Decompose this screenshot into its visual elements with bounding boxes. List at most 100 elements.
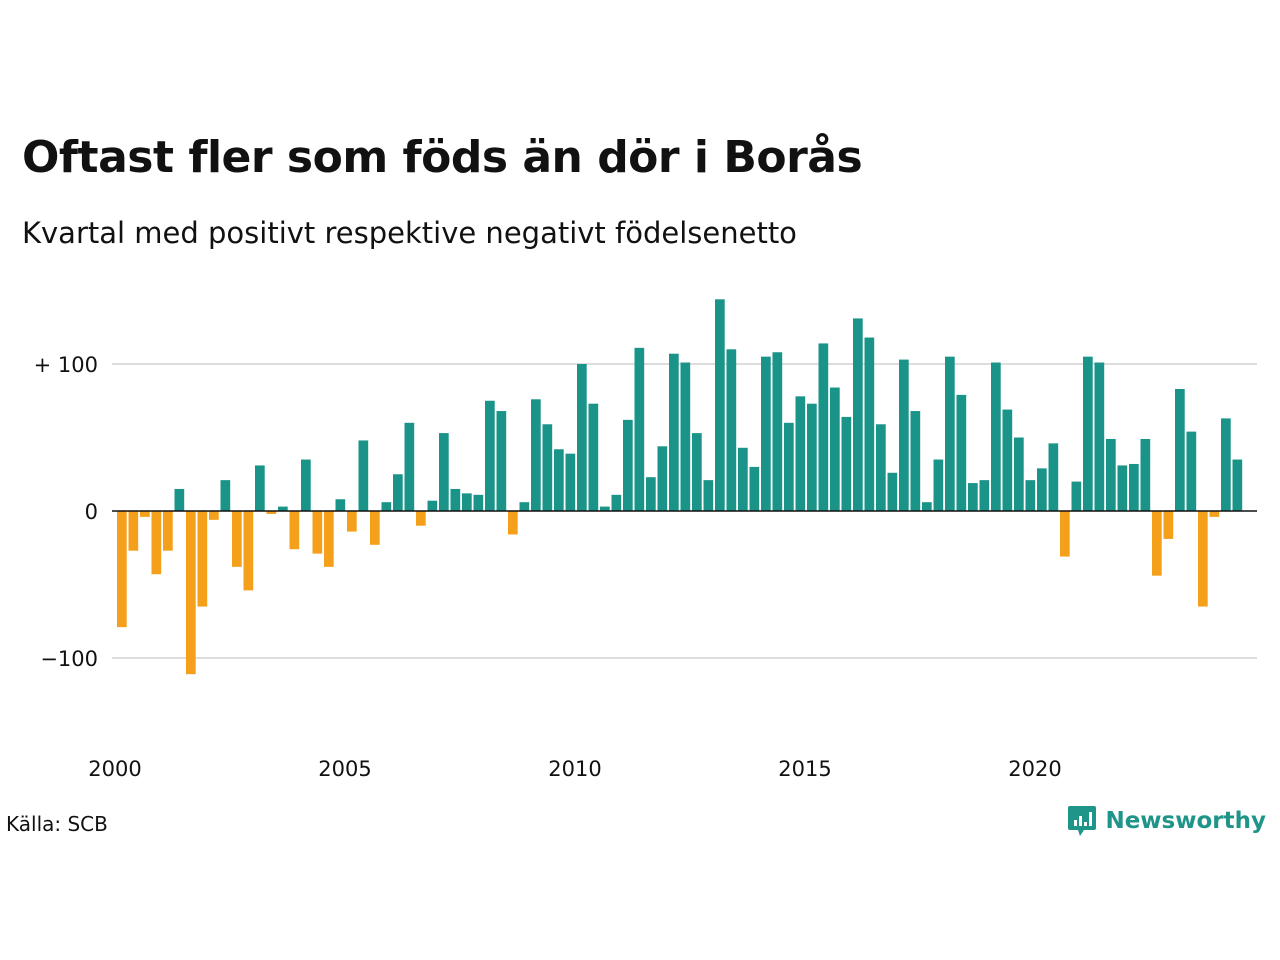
bar [186, 511, 196, 675]
bar [646, 477, 656, 511]
bar [197, 511, 208, 607]
bar [864, 337, 875, 511]
x-tick-label: 2020 [1008, 757, 1061, 781]
bar [1129, 463, 1139, 511]
bar [692, 433, 702, 511]
bar [991, 362, 1001, 511]
bar [611, 494, 622, 511]
x-axis-ticks: 2000 2005 2010 2015 2020 [88, 757, 1061, 781]
bar [1209, 511, 1220, 517]
bar [657, 446, 668, 511]
bar [1060, 511, 1070, 557]
bar [289, 511, 300, 550]
bar-chart: + 100 0 −100 2000 2005 2010 2015 2020 [34, 299, 1257, 781]
bar [726, 349, 737, 511]
bar [128, 511, 139, 551]
bar [1037, 468, 1047, 511]
bar [956, 394, 967, 511]
bar [243, 511, 254, 591]
bar [1232, 459, 1243, 511]
y-axis-ticks: + 100 0 −100 [34, 353, 98, 671]
bar [1002, 409, 1013, 511]
brand-name: Newsworthy [1105, 808, 1266, 834]
bar [830, 387, 840, 511]
bar [1106, 438, 1116, 511]
bar [1140, 438, 1151, 511]
source-note: Källa: SCB [6, 812, 108, 836]
chart-title: Oftast fler som föds än dör i Borås [22, 132, 863, 183]
bar [1117, 465, 1128, 511]
bar [151, 511, 162, 575]
bar [680, 362, 691, 511]
bar [749, 466, 760, 511]
bar [588, 403, 599, 511]
bar [1163, 511, 1174, 539]
bar [899, 359, 909, 511]
bars [117, 299, 1243, 675]
bar [968, 483, 978, 511]
bar [163, 511, 173, 551]
bar [519, 502, 530, 511]
x-tick-label: 2000 [88, 757, 141, 781]
chart-subtitle: Kvartal med positivt respektive negativt… [22, 216, 797, 250]
bar [772, 352, 783, 511]
bar [312, 511, 323, 554]
bar [381, 502, 392, 511]
bar [209, 511, 219, 520]
bar [370, 511, 380, 545]
bar [324, 511, 334, 567]
bar [278, 506, 288, 511]
bar [623, 419, 633, 511]
bar [1025, 480, 1036, 511]
bar [600, 506, 610, 511]
bar [554, 449, 564, 511]
bar [232, 511, 242, 567]
bar [450, 488, 461, 511]
bar [301, 459, 311, 511]
bar [140, 511, 150, 517]
bar [887, 472, 898, 511]
x-tick-label: 2005 [318, 757, 371, 781]
bar [1014, 437, 1024, 511]
bar [266, 511, 277, 514]
bar [1048, 443, 1059, 511]
bar [979, 480, 990, 511]
bar [439, 433, 449, 511]
bar [496, 411, 507, 511]
bar [117, 511, 127, 628]
bar [784, 422, 794, 511]
bar [1071, 481, 1082, 511]
bar [876, 424, 886, 511]
bar [738, 447, 748, 511]
bar [1152, 511, 1162, 576]
bar [1175, 388, 1185, 511]
bar [703, 480, 714, 511]
bar [255, 465, 265, 511]
brand-logo: Newsworthy [1067, 804, 1266, 838]
bar [715, 299, 725, 511]
bar [565, 453, 576, 511]
y-tick-label: −100 [40, 647, 98, 671]
bar [347, 511, 357, 532]
bar [841, 416, 852, 511]
bar [335, 499, 346, 511]
bar [910, 411, 921, 511]
bar [1221, 418, 1231, 511]
bar [485, 400, 495, 511]
bar [393, 474, 403, 511]
bar [473, 494, 484, 511]
bar [1198, 511, 1208, 607]
bar [795, 396, 806, 511]
x-tick-label: 2010 [548, 757, 601, 781]
bar [427, 500, 438, 511]
bar [220, 480, 231, 511]
bar [807, 403, 817, 511]
bar [933, 459, 944, 511]
bar [416, 511, 426, 526]
bar [1094, 362, 1105, 511]
bar [531, 399, 541, 511]
bar [1186, 431, 1197, 511]
bar [462, 493, 472, 511]
bar [945, 356, 955, 511]
bar [922, 502, 932, 511]
